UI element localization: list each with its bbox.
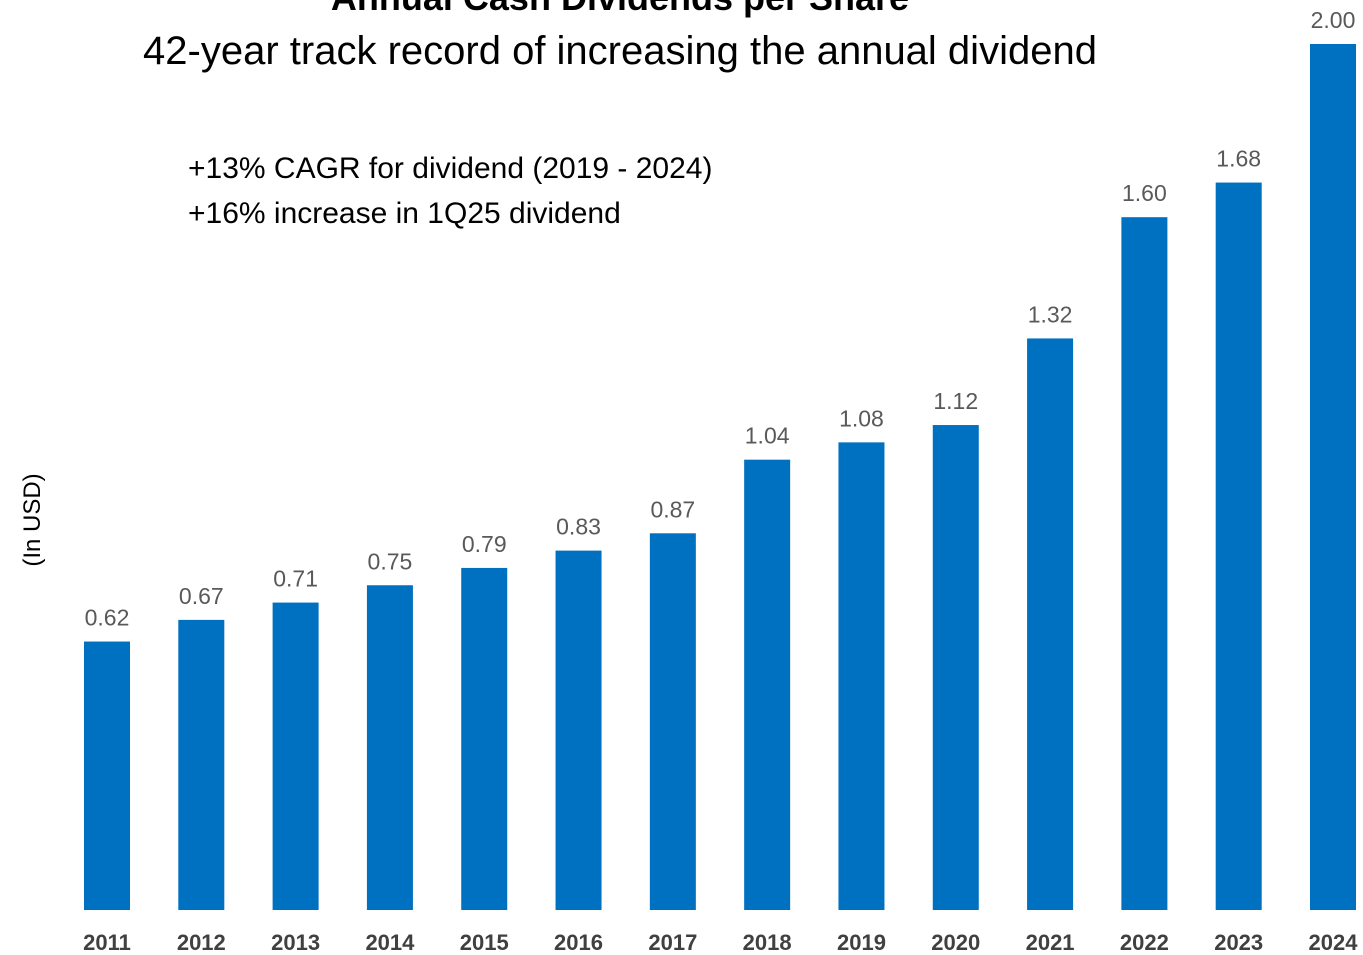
x-tick-label: 2019: [837, 930, 886, 955]
bar: [366, 585, 413, 910]
x-tick-label: 2014: [365, 930, 415, 955]
chart-title: Annual Cash Dividends per Share: [331, 0, 909, 18]
x-tick-label: 2011: [83, 930, 131, 955]
data-label: 1.04: [745, 423, 790, 449]
data-label: 0.71: [273, 566, 318, 592]
x-tick-label: 2023: [1214, 930, 1263, 955]
x-tick-label: 2017: [648, 930, 697, 955]
data-label: 0.67: [179, 583, 224, 609]
bar: [84, 641, 130, 910]
x-tick-label: 2022: [1120, 930, 1169, 955]
data-label: 1.68: [1216, 146, 1261, 172]
bar: [1027, 338, 1074, 910]
data-label: 1.60: [1122, 180, 1167, 206]
bar: [272, 602, 319, 910]
data-label: 0.87: [650, 496, 695, 522]
bar: [932, 425, 979, 910]
data-label: 1.32: [1028, 301, 1073, 327]
bar: [178, 619, 225, 910]
bar: [461, 567, 508, 910]
data-label: 0.62: [85, 605, 130, 631]
x-tick-label: 2024: [1309, 930, 1359, 955]
bar: [1310, 44, 1356, 910]
x-tick-label: 2016: [554, 930, 603, 955]
x-tick-label: 2012: [177, 930, 226, 955]
y-axis-label: (In USD): [19, 473, 46, 566]
bar: [555, 550, 602, 910]
bar: [838, 442, 885, 910]
x-tick-label: 2015: [460, 930, 509, 955]
bar: [1121, 217, 1168, 910]
annotation: +16% increase in 1Q25 dividend: [188, 197, 621, 230]
data-label: 0.75: [368, 548, 413, 574]
bar: [1215, 182, 1262, 910]
x-tick-label: 2018: [743, 930, 792, 955]
x-tick-label: 2021: [1026, 930, 1075, 955]
bar: [649, 533, 696, 910]
data-label: 0.79: [462, 531, 507, 557]
chart-subtitle: 42-year track record of increasing the a…: [143, 29, 1097, 73]
data-label: 2.00: [1311, 7, 1356, 33]
x-tick-label: 2013: [271, 930, 320, 955]
data-label: 0.83: [556, 514, 601, 540]
annotation: +13% CAGR for dividend (2019 - 2024): [188, 152, 712, 185]
bar: [744, 459, 791, 910]
data-label: 1.08: [839, 405, 884, 431]
data-label: 1.12: [933, 388, 978, 414]
x-tick-label: 2020: [931, 930, 980, 955]
